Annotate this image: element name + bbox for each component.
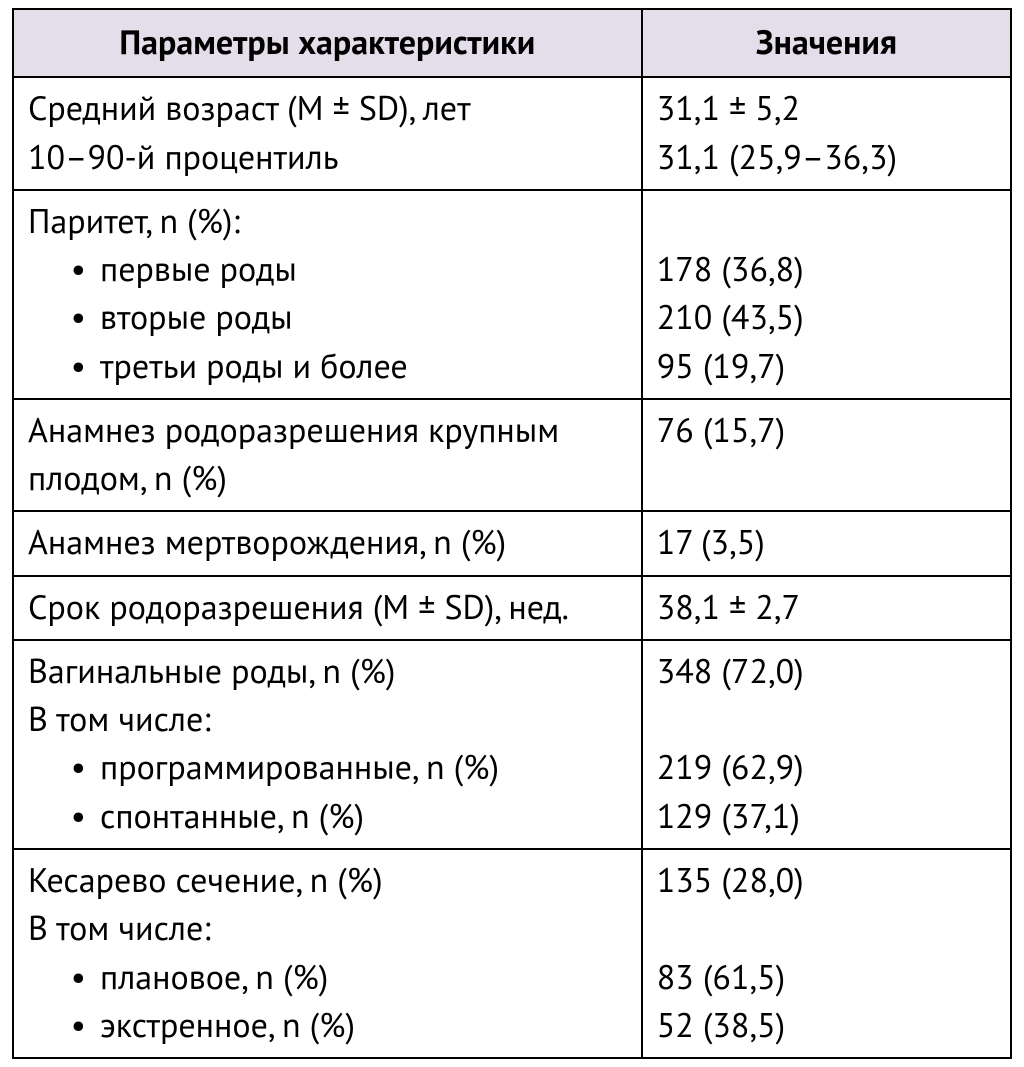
param-line: Срок родоразрешения (M ± SD), нед.	[28, 583, 627, 631]
table-row: Анамнез мертворождения, n (%) 17 (3,5)	[13, 511, 1011, 575]
table-header-row: Параметры характеристики Значения	[13, 9, 1011, 77]
table-row: Анамнез родоразрешения крупнымплодом, n …	[13, 399, 1011, 512]
param-bullet-line: • программированные, n (%)	[28, 743, 627, 791]
param-cell: Кесарево сечение, n (%)В том числе:•план…	[13, 849, 642, 1058]
value-cell: 31,1 ± 5,231,1 (25,9–36,3)	[642, 77, 1011, 190]
param-text: спонтанные, n (%)	[100, 792, 364, 840]
param-bullet-line: • спонтанные, n (%)	[28, 792, 627, 840]
param-line: Паритет, n (%):	[28, 197, 627, 245]
value-cell: 135 (28,0) 83 (61,5)52 (38,5)	[642, 849, 1011, 1058]
param-line: Вагинальные роды, n (%)	[28, 647, 627, 695]
value-line: 38,1 ± 2,7	[657, 583, 996, 631]
value-line: 135 (28,0)	[657, 856, 996, 904]
param-cell: Вагинальные роды, n (%)В том числе:•прог…	[13, 640, 642, 849]
table-row: Срок родоразрешения (M ± SD), нед. 38,1 ±…	[13, 576, 1011, 640]
bullet-icon: •	[71, 1003, 86, 1047]
param-bullet-line: • первые роды	[28, 245, 627, 293]
value-line: 129 (37,1)	[657, 792, 996, 840]
param-line: Средний возраст (M ± SD), лет	[28, 84, 627, 132]
value-line	[657, 695, 996, 743]
value-line: 348 (72,0)	[657, 647, 996, 695]
param-text: первые роды	[100, 245, 297, 293]
param-text: программированные, n (%)	[100, 743, 499, 791]
bullet-icon: •	[71, 295, 86, 339]
value-cell: 38,1 ± 2,7	[642, 576, 1011, 640]
param-line: Кесарево сечение, n (%)	[28, 856, 627, 904]
value-cell: 17 (3,5)	[642, 511, 1011, 575]
table-row: Паритет, n (%):•первые роды•вторые роды•…	[13, 190, 1011, 399]
value-line: 31,1 ± 5,2	[657, 84, 996, 132]
col-header-values: Значения	[642, 9, 1011, 77]
param-line: В том числе:	[28, 904, 627, 952]
bullet-icon: •	[71, 955, 86, 999]
value-line: 95 (19,7)	[657, 342, 996, 390]
value-cell: 348 (72,0) 219 (62,9)129 (37,1)	[642, 640, 1011, 849]
value-line: 17 (3,5)	[657, 518, 996, 566]
param-text: вторые роды	[100, 293, 293, 341]
value-line	[657, 454, 996, 502]
value-line: 83 (61,5)	[657, 953, 996, 1001]
value-line: 210 (43,5)	[657, 293, 996, 341]
bullet-icon: •	[71, 344, 86, 388]
col-header-params: Параметры характеристики	[13, 9, 642, 77]
param-bullet-line: • третьи роды и более	[28, 342, 627, 390]
table-row: Вагинальные роды, n (%)В том числе:•прог…	[13, 640, 1011, 849]
param-cell: Анамнез родоразрешения крупнымплодом, n …	[13, 399, 642, 512]
bullet-icon: •	[71, 745, 86, 789]
param-line: Анамнез родоразрешения крупным	[28, 406, 627, 454]
param-text: экстренное, n (%)	[100, 1001, 355, 1049]
param-cell: Анамнез мертворождения, n (%)	[13, 511, 642, 575]
value-line: 31,1 (25,9–36,3)	[657, 133, 996, 181]
param-text: плановое, n (%)	[100, 953, 328, 1001]
table-row: Кесарево сечение, n (%)В том числе:•план…	[13, 849, 1011, 1058]
param-bullet-line: • плановое, n (%)	[28, 953, 627, 1001]
param-line: В том числе:	[28, 695, 627, 743]
table-row: Средний возраст (M ± SD), лет10–90-й про…	[13, 77, 1011, 190]
param-line: плодом, n (%)	[28, 454, 627, 502]
value-cell: 76 (15,7)	[642, 399, 1011, 512]
value-line: 219 (62,9)	[657, 743, 996, 791]
value-line: 178 (36,8)	[657, 245, 996, 293]
param-cell: Паритет, n (%):•первые роды•вторые роды•…	[13, 190, 642, 399]
param-bullet-line: • вторые роды	[28, 293, 627, 341]
value-cell: 178 (36,8)210 (43,5)95 (19,7)	[642, 190, 1011, 399]
param-line: 10–90-й процентиль	[28, 133, 627, 181]
bullet-icon: •	[71, 247, 86, 291]
param-cell: Срок родоразрешения (M ± SD), нед.	[13, 576, 642, 640]
param-text: третьи роды и более	[100, 342, 408, 390]
value-line: 52 (38,5)	[657, 1001, 996, 1049]
value-line	[657, 904, 996, 952]
bullet-icon: •	[71, 794, 86, 838]
value-line: 76 (15,7)	[657, 406, 996, 454]
param-bullet-line: • экстренное, n (%)	[28, 1001, 627, 1049]
value-line	[657, 197, 996, 245]
param-line: Анамнез мертворождения, n (%)	[28, 518, 627, 566]
characteristics-table: Параметры характеристики Значения Средни…	[12, 8, 1012, 1059]
param-cell: Средний возраст (M ± SD), лет10–90-й про…	[13, 77, 642, 190]
